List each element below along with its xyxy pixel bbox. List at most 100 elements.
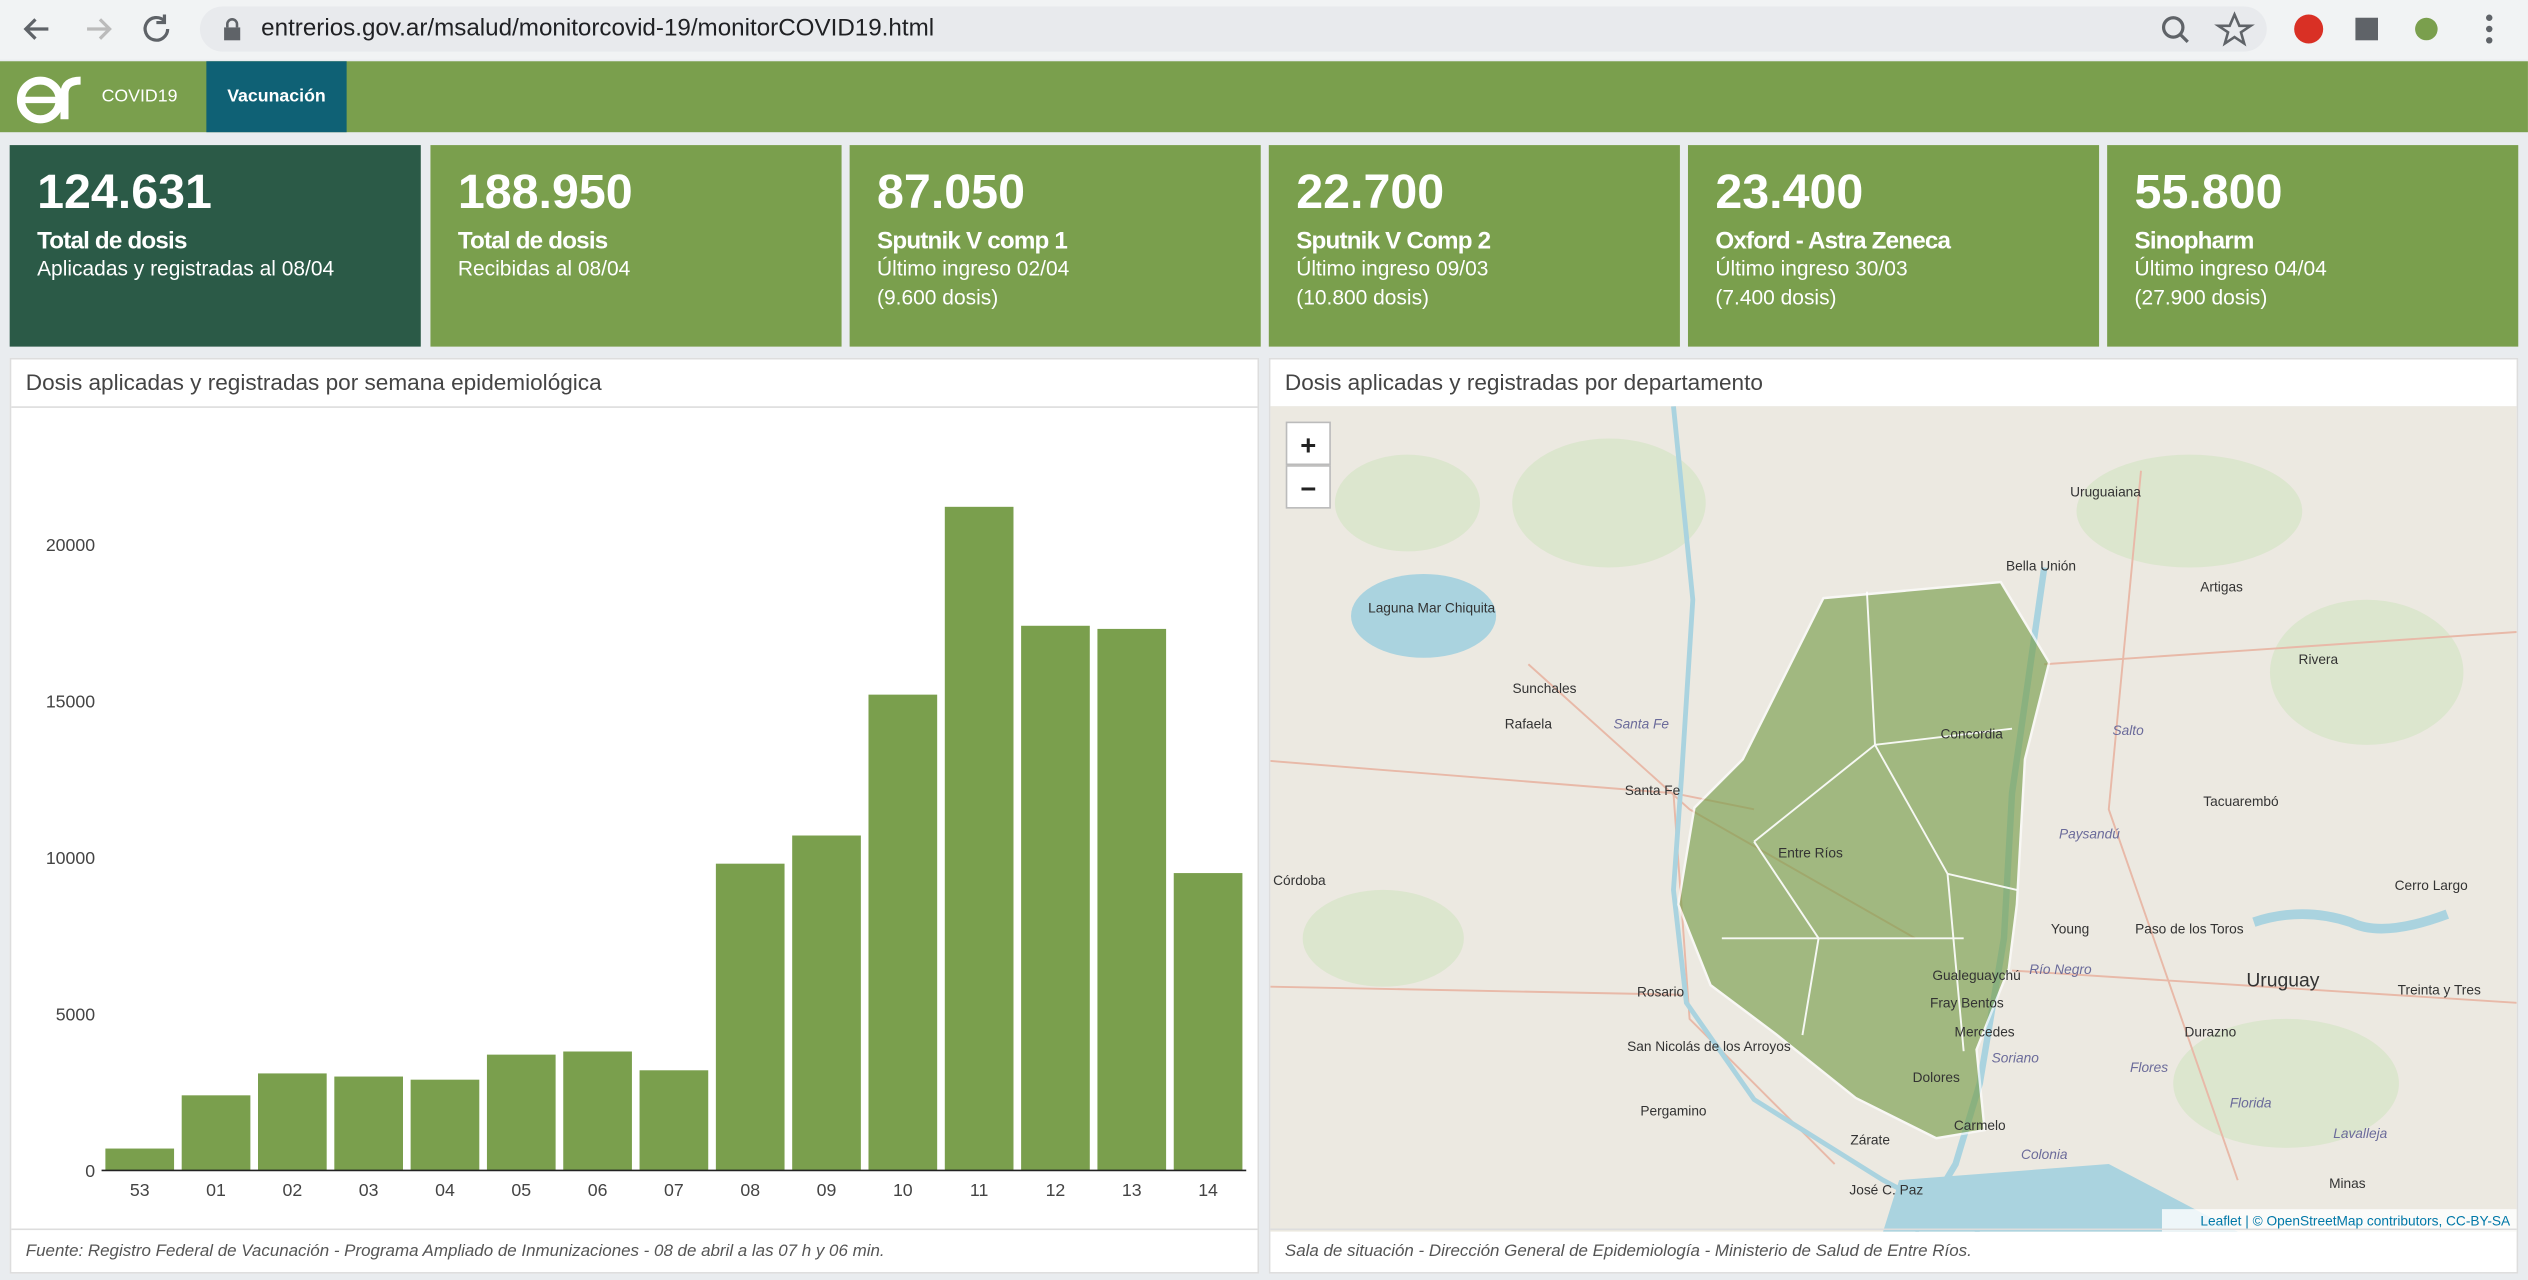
map-label: Mercedes (1955, 1025, 2015, 1040)
stat-title: Total de dosis (458, 227, 814, 254)
panel-footer: Sala de situación - Dirección General de… (1270, 1228, 2516, 1272)
map-label: Soriano (1992, 1050, 2040, 1065)
stat-detail: Aplicadas y registradas al 08/04 (37, 255, 393, 284)
map-label: Durazno (2184, 1025, 2236, 1040)
map-label: Salto (2113, 723, 2145, 738)
map-label: Uruguay (2246, 970, 2319, 992)
stat-value: 55.800 (2135, 164, 2491, 222)
bar (563, 1052, 632, 1171)
bar (945, 507, 1014, 1171)
nav-bar: COVID19 Vacunación (0, 61, 2528, 132)
x-tick-label: 12 (1046, 1180, 1066, 1200)
stat-value: 23.400 (1715, 164, 2071, 222)
bar (716, 864, 785, 1171)
map-label: Laguna Mar Chiquita (1368, 601, 1495, 616)
map-label: Rafaela (1505, 717, 1553, 732)
map-label: Bella Unión (2006, 559, 2076, 574)
stat-title: Total de dosis (37, 227, 393, 254)
x-tick-label: 08 (740, 1180, 760, 1200)
map-label: José C. Paz (1849, 1183, 1923, 1198)
stat-title: Oxford - Astra Zeneca (1715, 227, 2071, 254)
map-label: Concordia (1941, 726, 2004, 741)
map-label: Rosario (1637, 984, 1685, 999)
browser-bar: entrerios.gov.ar/msalud/monitorcovid-19/… (0, 0, 2528, 60)
nav-buttons[interactable] (16, 11, 177, 46)
y-tick-label: 20000 (46, 535, 95, 555)
stat-detail: (9.600 dosis) (877, 284, 1233, 313)
x-tick-label: 10 (893, 1180, 913, 1200)
stat-title: Sinopharm (2135, 227, 2491, 254)
stat-detail: Último ingreso 02/04 (877, 255, 1233, 284)
map-label: Gualeguaychú (1932, 968, 2020, 983)
stat-card: 87.050 Sputnik V comp 1Último ingreso 02/… (850, 145, 1261, 347)
url-bar[interactable]: entrerios.gov.ar/msalud/monitorcovid-19/… (200, 6, 2267, 51)
x-tick-label: 02 (282, 1180, 302, 1200)
map-label: Río Negro (2029, 962, 2092, 977)
y-tick-label: 5000 (56, 1004, 96, 1024)
map-panel: Dosis aplicadas y registradas por depart… (1269, 358, 2518, 1274)
x-tick-label: 03 (359, 1180, 379, 1200)
x-tick-label: 05 (511, 1180, 531, 1200)
x-tick-label: 53 (130, 1180, 150, 1200)
chart: 0500010000150002000053010203040506070809… (11, 406, 1257, 1231)
y-tick-label: 10000 (46, 848, 95, 868)
bar (1174, 873, 1243, 1170)
x-tick-label: 09 (817, 1180, 837, 1200)
land-patch (2077, 455, 2303, 568)
stat-card: 55.800SinopharmÚltimo ingreso 04/04(27.9… (2107, 145, 2518, 347)
map-label: Treinta y Tres (2398, 983, 2481, 998)
map-label: Pergamino (1640, 1104, 1707, 1119)
bar (792, 836, 861, 1171)
stat-value: 87.050 (877, 164, 1233, 222)
map[interactable]: UruguaianaBella UniónArtigasLaguna Mar C… (1270, 406, 2516, 1231)
map-label: Tacuarembó (2203, 794, 2279, 809)
stat-detail: Recibidas al 08/04 (458, 255, 814, 284)
toolbar-icons[interactable] (2152, 10, 2515, 49)
bar (182, 1095, 251, 1170)
stat-value: 188.950 (458, 164, 814, 222)
x-tick-label: 01 (206, 1180, 226, 1200)
stat-card: 23.400Oxford - Astra ZenecaÚltimo ingres… (1688, 145, 2099, 347)
zoom-label: − (1300, 473, 1316, 504)
y-tick-label: 0 (85, 1161, 95, 1181)
bar (334, 1077, 403, 1171)
x-tick-label: 13 (1122, 1180, 1142, 1200)
attribution: Leaflet | © OpenStreetMap contributors, … (2200, 1213, 2511, 1228)
lake (1351, 574, 1496, 658)
x-tick-label: 14 (1198, 1180, 1218, 1200)
map-label: Córdoba (1273, 873, 1326, 888)
land-patch (1303, 890, 1464, 987)
map-label: Flores (2130, 1060, 2168, 1075)
map-label: Uruguaiana (2070, 485, 2141, 500)
panel-title: Dosis aplicadas y registradas por semana… (11, 360, 1257, 408)
stat-card: 22.700Sputnik V Comp 2Último ingreso 09/… (1269, 145, 1680, 347)
panel-footer: Fuente: Registro Federal de Vacunación -… (11, 1228, 1257, 1272)
nav-item[interactable]: COVID19 (102, 61, 178, 132)
map-label: Rivera (2299, 652, 2339, 667)
chart-panel: Dosis aplicadas y registradas por semana… (10, 358, 1259, 1274)
map-label: Paysandú (2059, 826, 2120, 841)
x-tick-label: 06 (588, 1180, 608, 1200)
map-label: Lavalleja (2333, 1126, 2387, 1141)
stat-title: Sputnik V comp 1 (877, 227, 1233, 254)
map-label: Young (2051, 921, 2089, 936)
x-tick-label: 07 (664, 1180, 684, 1200)
stat-value: 22.700 (1296, 164, 1652, 222)
x-tick-label: 11 (970, 1180, 988, 1200)
stat-detail: (7.400 dosis) (1715, 284, 2071, 313)
y-tick-label: 15000 (46, 691, 95, 711)
nav-item-active[interactable]: Vacunación (206, 61, 346, 132)
map-label: Minas (2329, 1176, 2366, 1191)
stat-detail: Último ingreso 04/04 (2135, 255, 2491, 284)
stat-detail: Último ingreso 09/03 (1296, 255, 1652, 284)
stat-detail: (10.800 dosis) (1296, 284, 1652, 313)
bar (258, 1073, 327, 1170)
map-label: Colonia (2021, 1147, 2068, 1162)
land-patch (2270, 600, 2463, 745)
bar (1097, 629, 1166, 1171)
bar (411, 1080, 480, 1171)
map-label: San Nicolás de los Arroyos (1627, 1039, 1791, 1054)
land-patch (1335, 455, 1480, 552)
